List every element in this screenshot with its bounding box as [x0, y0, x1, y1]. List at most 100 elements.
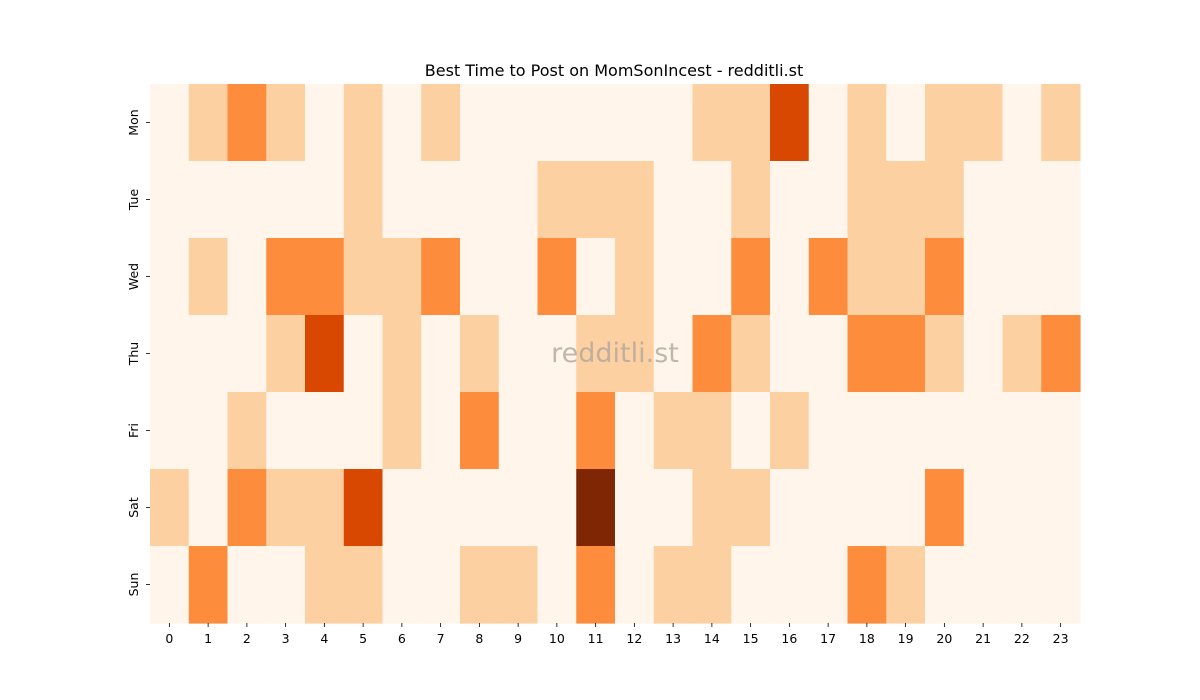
heatmap-cell	[382, 84, 422, 162]
heatmap-cell	[615, 161, 655, 239]
heatmap-cell	[460, 161, 500, 239]
heatmap-cell	[421, 469, 461, 547]
y-tick-label: Sat	[126, 497, 141, 518]
x-tick-label: 8	[475, 631, 483, 646]
heatmap-cell	[886, 315, 926, 393]
heatmap-cell	[808, 161, 849, 239]
heatmap-cell	[382, 469, 422, 547]
y-tick-label: Tue	[126, 189, 141, 212]
heatmap-cell	[963, 469, 1004, 547]
heatmap-cell	[615, 392, 655, 470]
heatmap-cell	[886, 392, 926, 470]
heatmap-cell	[382, 161, 422, 239]
heatmap-cell	[421, 238, 461, 316]
heatmap-cell	[615, 315, 655, 393]
x-tick-label: 12	[626, 631, 642, 646]
heatmap-cell	[266, 84, 306, 162]
x-tick-label: 11	[588, 631, 604, 646]
heatmap-cell	[305, 84, 345, 162]
x-tick-label: 4	[320, 631, 328, 646]
heatmap-cell	[653, 392, 694, 470]
heatmap-cell	[808, 315, 849, 393]
heatmap-cell	[847, 84, 887, 162]
heatmap-cell	[731, 469, 771, 547]
heatmap-cell	[498, 161, 539, 239]
heatmap-cell	[305, 161, 345, 239]
x-tick-label: 16	[781, 631, 797, 646]
x-tick-label: 7	[437, 631, 445, 646]
heatmap-cell	[227, 84, 267, 162]
heatmap-cell	[1002, 469, 1042, 547]
heatmap-cell	[1041, 315, 1081, 393]
heatmap-cell	[537, 546, 577, 624]
x-tick-label: 6	[398, 631, 406, 646]
heatmap-cell	[770, 161, 810, 239]
heatmap-cell	[963, 161, 1004, 239]
heatmap-cell	[770, 315, 810, 393]
heatmap-cell	[963, 392, 1004, 470]
heatmap-cell	[305, 546, 345, 624]
heatmap-cell	[847, 238, 887, 316]
heatmap-cell	[847, 161, 887, 239]
x-tick-label: 0	[165, 631, 173, 646]
heatmap-cell	[692, 469, 732, 547]
heatmap-cell	[770, 546, 810, 624]
heatmap-cell	[963, 546, 1004, 624]
heatmap-cell	[1041, 84, 1081, 162]
heatmap-cell	[227, 546, 267, 624]
heatmap-cell	[537, 469, 577, 547]
heatmap-cell	[305, 238, 345, 316]
heatmap-cell	[847, 392, 887, 470]
heatmap-cell	[421, 392, 461, 470]
y-axis-ticks: Mon Tue Wed Thu Fri Sat Sun	[126, 109, 150, 596]
x-tick-label: 1	[204, 631, 212, 646]
heatmap-cell	[305, 315, 345, 393]
x-tick-label: 14	[704, 631, 720, 646]
heatmap-cell	[576, 315, 616, 393]
heatmap-cell	[925, 546, 965, 624]
x-tick-label: 10	[549, 631, 565, 646]
heatmap-cell	[343, 161, 384, 239]
heatmap-cell	[886, 84, 926, 162]
heatmap-cell	[305, 392, 345, 470]
heatmap-cell	[227, 315, 267, 393]
heatmap-cell	[808, 238, 849, 316]
heatmap-cell	[925, 161, 965, 239]
heatmap-cell	[421, 161, 461, 239]
watermark: redditli.st	[551, 338, 679, 369]
heatmap-cell	[1002, 315, 1042, 393]
heatmap-cell	[343, 315, 384, 393]
heatmap-cell	[576, 84, 616, 162]
heatmap-cell	[150, 392, 190, 470]
heatmap-cell	[653, 161, 694, 239]
heatmap-cell	[382, 315, 422, 393]
heatmap-cell	[653, 238, 694, 316]
heatmap-cell	[576, 161, 616, 239]
heatmap-cell	[227, 392, 267, 470]
heatmap-cell	[150, 161, 190, 239]
heatmap-cell	[808, 84, 849, 162]
heatmap-cell	[692, 161, 732, 239]
heatmap-cell	[460, 392, 500, 470]
heatmap-cell	[692, 546, 732, 624]
heatmap-cell	[537, 238, 577, 316]
heatmap-cell	[382, 238, 422, 316]
y-tick-label: Wed	[126, 263, 141, 290]
y-tick-label: Sun	[126, 573, 141, 597]
heatmap-cell	[266, 161, 306, 239]
heatmap-cell	[731, 315, 771, 393]
heatmap-cell	[188, 84, 229, 162]
heatmap-cell	[576, 392, 616, 470]
heatmap-cell	[460, 469, 500, 547]
heatmap-cell	[886, 238, 926, 316]
heatmap-cell	[847, 315, 887, 393]
y-tick-label: Thu	[126, 342, 141, 366]
heatmap-cell	[305, 469, 345, 547]
heatmap-cell	[731, 546, 771, 624]
heatmap-cell	[537, 392, 577, 470]
heatmap-cell	[925, 469, 965, 547]
heatmap-cell	[576, 546, 616, 624]
heatmap-cell	[731, 238, 771, 316]
